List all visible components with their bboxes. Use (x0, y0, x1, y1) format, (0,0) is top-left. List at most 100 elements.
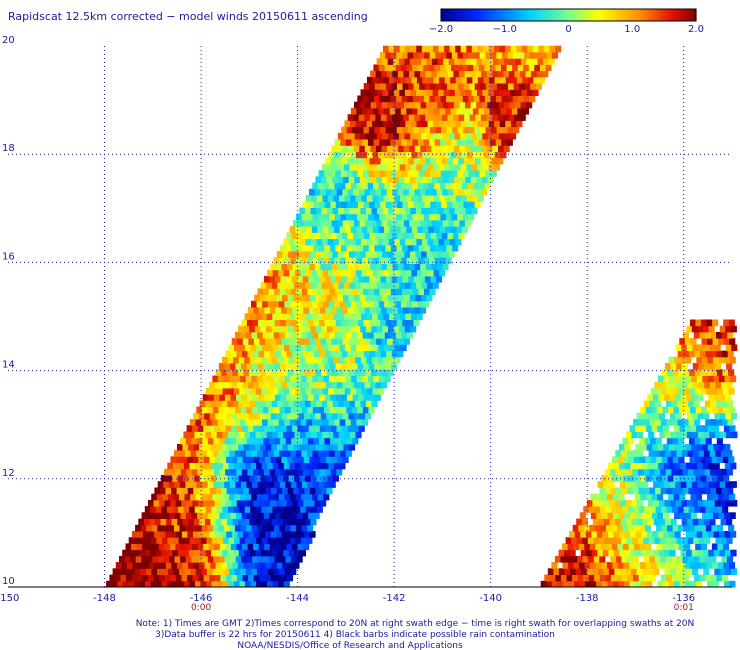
wind-difference-cell (222, 462, 229, 470)
wind-difference-cell (416, 282, 423, 289)
wind-difference-cell (297, 232, 304, 240)
wind-difference-cell (674, 375, 681, 383)
wind-difference-cell (643, 537, 650, 544)
wind-difference-cell (360, 400, 367, 408)
wind-difference-cell (389, 151, 396, 159)
wind-difference-cell (218, 524, 225, 532)
wind-difference-cell (282, 294, 289, 302)
wind-difference-cell (375, 145, 382, 152)
wind-difference-cell (412, 139, 419, 146)
wind-difference-cell (455, 151, 462, 159)
wind-difference-cell (246, 524, 253, 532)
wind-difference-cell (640, 562, 647, 569)
wind-difference-cell (436, 263, 443, 271)
wind-difference-cell (268, 555, 275, 563)
wind-difference-cell (441, 232, 448, 240)
wind-difference-cell (670, 518, 677, 526)
wind-difference-cell (379, 213, 386, 221)
wind-difference-cell (325, 275, 332, 283)
wind-difference-cell (374, 319, 381, 327)
wind-difference-cell (401, 331, 408, 339)
wind-difference-cell (240, 375, 247, 383)
wind-difference-cell (311, 195, 318, 202)
wind-difference-cell (618, 562, 625, 569)
wind-difference-cell (342, 188, 349, 196)
wind-difference-cell (453, 101, 460, 109)
wind-difference-cell (257, 524, 264, 532)
wind-difference-cell (306, 537, 313, 544)
wind-difference-cell (471, 89, 478, 96)
wind-difference-cell (439, 182, 446, 190)
wind-difference-cell (273, 537, 280, 544)
wind-difference-cell (235, 363, 242, 370)
wind-difference-cell (204, 562, 211, 569)
wind-difference-cell (292, 543, 299, 551)
wind-difference-cell (331, 294, 338, 302)
x-tick-label: -142 (383, 593, 406, 604)
wind-difference-cell (444, 76, 451, 84)
wind-difference-cell (195, 537, 202, 544)
wind-difference-cell (325, 468, 332, 476)
wind-difference-cell (429, 244, 436, 252)
colorbar-segment (582, 9, 586, 21)
wind-difference-cell (346, 201, 353, 208)
wind-difference-cell (247, 350, 254, 358)
wind-difference-cell (363, 83, 370, 90)
wind-difference-cell (253, 338, 260, 345)
colorbar-segment (591, 9, 595, 21)
wind-difference-cell (631, 568, 638, 575)
wind-difference-cell (549, 45, 556, 53)
wind-difference-cell (309, 219, 316, 227)
wind-difference-cell (398, 294, 405, 302)
wind-difference-cell (679, 493, 686, 501)
wind-difference-cell (323, 226, 330, 233)
wind-difference-cell (236, 425, 243, 432)
wind-difference-cell (263, 437, 270, 445)
wind-difference-cell (479, 170, 486, 177)
wind-difference-cell (173, 568, 180, 575)
wind-difference-cell (464, 188, 471, 196)
wind-difference-cell (203, 499, 210, 507)
wind-difference-cell (300, 462, 307, 470)
wind-difference-cell (626, 468, 633, 476)
wind-difference-cell (212, 450, 219, 457)
wind-difference-cell (683, 369, 690, 376)
wind-difference-cell (418, 126, 425, 134)
wind-difference-cell (493, 58, 500, 65)
wind-difference-cell (423, 257, 430, 264)
wind-difference-cell (282, 325, 289, 333)
wind-difference-cell (304, 294, 311, 302)
wind-difference-cell (106, 580, 113, 588)
wind-difference-cell (279, 568, 286, 575)
wind-difference-cell (373, 139, 380, 146)
wind-difference-cell (292, 381, 299, 389)
wind-difference-cell (353, 263, 360, 271)
wind-difference-cell (495, 107, 502, 115)
wind-difference-cell (357, 288, 364, 296)
wind-difference-cell (210, 518, 217, 526)
wind-difference-cell (255, 475, 262, 482)
wind-difference-cell (266, 475, 273, 482)
wind-difference-cell (470, 145, 477, 152)
wind-difference-cell (694, 437, 701, 445)
wind-difference-cell (422, 195, 429, 202)
wind-difference-cell (356, 344, 363, 352)
wind-difference-cell (374, 126, 381, 134)
wind-difference-cell (675, 568, 682, 575)
wind-difference-cell (284, 257, 291, 264)
wind-difference-cell (284, 537, 291, 544)
wind-difference-cell (340, 288, 347, 296)
wind-difference-cell (429, 257, 436, 264)
wind-difference-cell (465, 89, 472, 96)
wind-difference-cell (728, 456, 735, 463)
wind-difference-cell (273, 568, 280, 575)
wind-difference-cell (360, 238, 367, 246)
wind-difference-cell (324, 406, 331, 414)
wind-difference-cell (479, 52, 486, 59)
wind-difference-cell (443, 251, 450, 258)
wind-difference-cell (594, 574, 601, 582)
wind-difference-cell (714, 431, 721, 439)
wind-difference-cell (285, 288, 292, 296)
wind-difference-cell (705, 437, 712, 445)
wind-difference-cell (342, 219, 349, 227)
